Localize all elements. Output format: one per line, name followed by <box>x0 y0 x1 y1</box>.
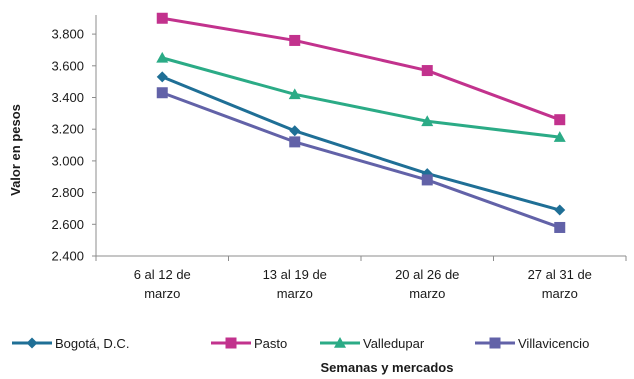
x-tick-label: 27 al 31 de <box>528 267 592 282</box>
data-point-marker <box>421 115 434 127</box>
data-point-marker <box>554 221 566 233</box>
legend-label: Bogotá, D.C. <box>55 336 129 351</box>
legend-label: Pasto <box>254 336 287 351</box>
y-axis-title: Valor en pesos <box>8 104 23 196</box>
series-line <box>161 75 561 212</box>
y-tick-label: 3.400 <box>51 90 84 105</box>
data-point-marker <box>421 174 433 186</box>
legend-marker <box>334 337 346 348</box>
x-tick-label: 13 al 19 de <box>263 267 327 282</box>
y-tick-label: 3.200 <box>51 122 84 137</box>
data-point-marker <box>156 71 168 83</box>
legend-marker <box>225 337 237 349</box>
y-tick-label: 2.400 <box>51 249 84 264</box>
data-point-marker <box>554 114 566 126</box>
data-point-marker <box>289 136 301 148</box>
data-point-marker <box>554 204 566 216</box>
data-point-marker <box>156 87 168 99</box>
data-point-marker <box>421 65 433 77</box>
legend-label: Valledupar <box>363 336 425 351</box>
series-lines <box>161 16 561 229</box>
series-line <box>162 16 561 122</box>
y-tick-label: 3.800 <box>51 27 84 42</box>
data-point-marker <box>288 88 301 100</box>
data-point-marker <box>289 34 301 46</box>
y-tick-label: 3.000 <box>51 153 84 168</box>
series-line <box>161 91 561 229</box>
y-tick-label: 2.800 <box>51 185 84 200</box>
x-tick-label: marzo <box>277 286 313 301</box>
series-line <box>161 56 560 139</box>
y-tick-label: 2.600 <box>51 217 84 232</box>
data-point-marker <box>156 51 169 63</box>
x-tick-labels: 6 al 12 de marzo 13 al 19 de marzo 20 al 26 … <box>95 256 627 301</box>
series-markers <box>156 12 566 233</box>
x-tick-label: marzo <box>409 286 445 301</box>
data-point-marker <box>156 12 168 24</box>
y-axis-title-group: Valor en pesos <box>8 104 23 196</box>
legend-label: Villavicencio <box>518 336 589 351</box>
y-tick-labels: 2.400 2.600 2.800 3.000 3.200 3.400 3.600 3.800 <box>51 27 96 264</box>
x-axis-title: Semanas y mercados <box>321 360 454 375</box>
x-tick-label: 6 al 12 de <box>134 267 191 282</box>
x-tick-label: 20 al 26 de <box>395 267 459 282</box>
x-tick-label: marzo <box>542 286 578 301</box>
legend-marker <box>26 337 38 349</box>
y-tick-label: 3.600 <box>51 58 84 73</box>
data-point-marker <box>553 131 566 142</box>
legend: Bogotá, D.C. Pasto Valledupar Villavicencio <box>12 336 589 351</box>
data-point-marker <box>289 125 301 137</box>
x-tick-label: marzo <box>144 286 180 301</box>
legend-marker <box>489 337 501 349</box>
